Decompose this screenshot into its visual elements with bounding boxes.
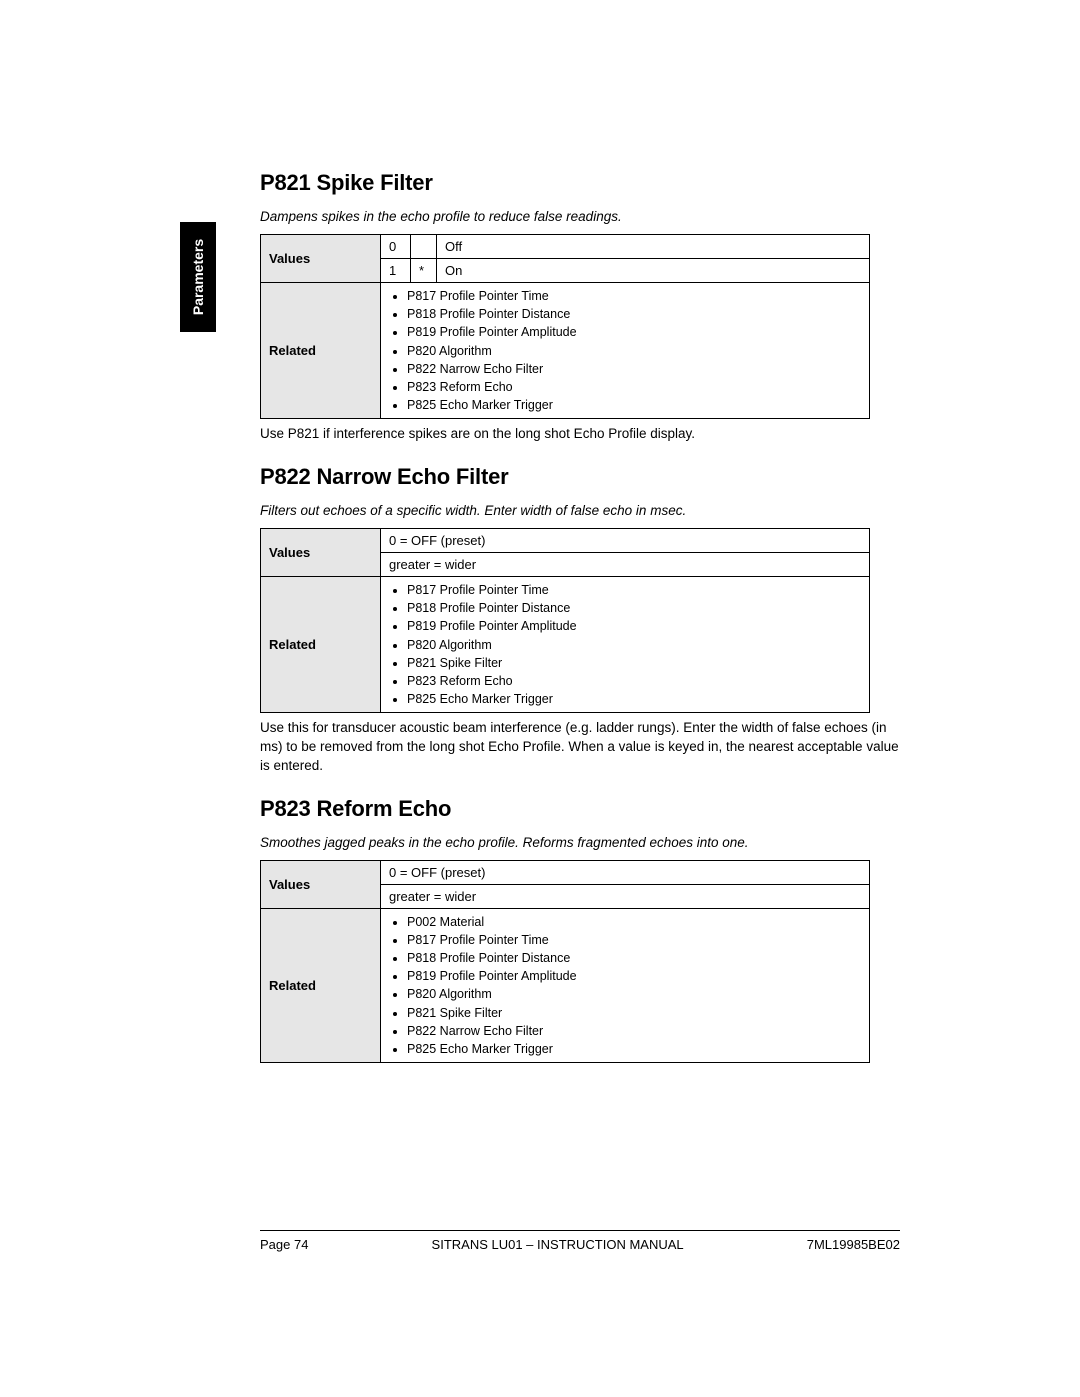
list-item: P821 Spike Filter bbox=[407, 1004, 861, 1022]
list-item: P818 Profile Pointer Distance bbox=[407, 599, 861, 617]
related-list: P002 Material P817 Profile Pointer Time … bbox=[389, 913, 861, 1058]
related-list: P817 Profile Pointer Time P818 Profile P… bbox=[389, 287, 861, 414]
section-note: Use this for transducer acoustic beam in… bbox=[260, 719, 900, 776]
value-simple: greater = wider bbox=[381, 553, 870, 577]
related-label: Related bbox=[261, 908, 381, 1062]
table-row: Related P002 Material P817 Profile Point… bbox=[261, 908, 870, 1062]
list-item: P818 Profile Pointer Distance bbox=[407, 949, 861, 967]
footer-page: Page 74 bbox=[260, 1237, 308, 1252]
value-label: Off bbox=[437, 235, 870, 259]
list-item: P823 Reform Echo bbox=[407, 378, 861, 396]
section-p821: P821 Spike Filter Dampens spikes in the … bbox=[260, 170, 900, 444]
list-item: P821 Spike Filter bbox=[407, 654, 861, 672]
value-num: 0 bbox=[381, 235, 411, 259]
related-cell: P817 Profile Pointer Time P818 Profile P… bbox=[381, 283, 870, 419]
values-label: Values bbox=[261, 235, 381, 283]
list-item: P818 Profile Pointer Distance bbox=[407, 305, 861, 323]
footer-title: SITRANS LU01 – INSTRUCTION MANUAL bbox=[432, 1237, 684, 1252]
list-item: P002 Material bbox=[407, 913, 861, 931]
list-item: P820 Algorithm bbox=[407, 636, 861, 654]
value-simple: 0 = OFF (preset) bbox=[381, 860, 870, 884]
values-label: Values bbox=[261, 860, 381, 908]
list-item: P822 Narrow Echo Filter bbox=[407, 360, 861, 378]
list-item: P820 Algorithm bbox=[407, 342, 861, 360]
list-item: P817 Profile Pointer Time bbox=[407, 287, 861, 305]
table-row: Related P817 Profile Pointer Time P818 P… bbox=[261, 283, 870, 419]
values-label: Values bbox=[261, 529, 381, 577]
footer-docnum: 7ML19985BE02 bbox=[807, 1237, 900, 1252]
list-item: P819 Profile Pointer Amplitude bbox=[407, 323, 861, 341]
list-item: P819 Profile Pointer Amplitude bbox=[407, 617, 861, 635]
section-title: P821 Spike Filter bbox=[260, 170, 900, 196]
param-table: Values 0 = OFF (preset) greater = wider … bbox=[260, 860, 870, 1063]
value-label: On bbox=[437, 259, 870, 283]
list-item: P817 Profile Pointer Time bbox=[407, 581, 861, 599]
section-desc: Smoothes jagged peaks in the echo profil… bbox=[260, 834, 900, 852]
list-item: P817 Profile Pointer Time bbox=[407, 931, 861, 949]
section-note: Use P821 if interference spikes are on t… bbox=[260, 425, 900, 444]
related-label: Related bbox=[261, 283, 381, 419]
page-footer: Page 74 SITRANS LU01 – INSTRUCTION MANUA… bbox=[260, 1230, 900, 1252]
section-p823: P823 Reform Echo Smoothes jagged peaks i… bbox=[260, 796, 900, 1063]
section-desc: Filters out echoes of a specific width. … bbox=[260, 502, 900, 520]
list-item: P825 Echo Marker Trigger bbox=[407, 1040, 861, 1058]
related-label: Related bbox=[261, 577, 381, 713]
list-item: P825 Echo Marker Trigger bbox=[407, 690, 861, 708]
value-num: 1 bbox=[381, 259, 411, 283]
list-item: P825 Echo Marker Trigger bbox=[407, 396, 861, 414]
page-content: P821 Spike Filter Dampens spikes in the … bbox=[180, 170, 900, 1083]
param-table: Values 0 Off 1 * On Related P817 Profile… bbox=[260, 234, 870, 419]
value-star bbox=[411, 235, 437, 259]
section-p822: P822 Narrow Echo Filter Filters out echo… bbox=[260, 464, 900, 776]
value-star: * bbox=[411, 259, 437, 283]
section-desc: Dampens spikes in the echo profile to re… bbox=[260, 208, 900, 226]
section-title: P823 Reform Echo bbox=[260, 796, 900, 822]
table-row: Values 0 = OFF (preset) bbox=[261, 529, 870, 553]
param-table: Values 0 = OFF (preset) greater = wider … bbox=[260, 528, 870, 713]
table-row: Related P817 Profile Pointer Time P818 P… bbox=[261, 577, 870, 713]
value-simple: greater = wider bbox=[381, 884, 870, 908]
related-cell: P817 Profile Pointer Time P818 Profile P… bbox=[381, 577, 870, 713]
related-cell: P002 Material P817 Profile Pointer Time … bbox=[381, 908, 870, 1062]
list-item: P822 Narrow Echo Filter bbox=[407, 1022, 861, 1040]
section-title: P822 Narrow Echo Filter bbox=[260, 464, 900, 490]
related-list: P817 Profile Pointer Time P818 Profile P… bbox=[389, 581, 861, 708]
value-simple: 0 = OFF (preset) bbox=[381, 529, 870, 553]
list-item: P819 Profile Pointer Amplitude bbox=[407, 967, 861, 985]
table-row: Values 0 Off bbox=[261, 235, 870, 259]
list-item: P823 Reform Echo bbox=[407, 672, 861, 690]
list-item: P820 Algorithm bbox=[407, 985, 861, 1003]
table-row: Values 0 = OFF (preset) bbox=[261, 860, 870, 884]
